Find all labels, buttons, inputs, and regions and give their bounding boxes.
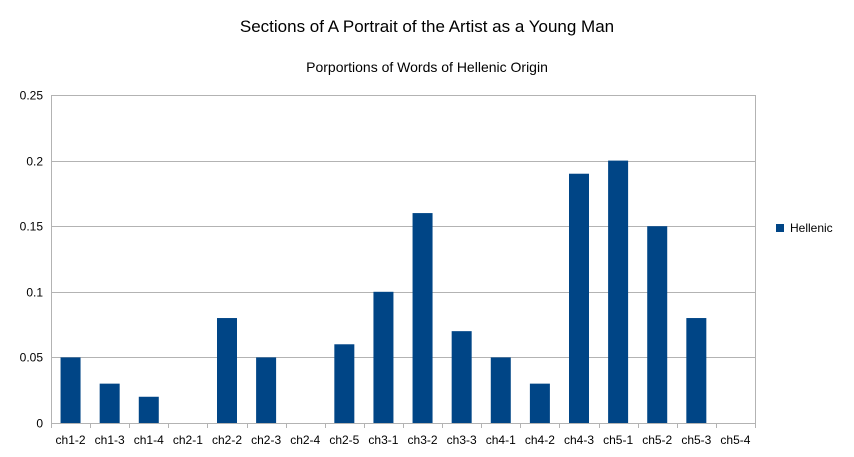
bar <box>608 160 629 423</box>
bar <box>529 383 550 423</box>
bar <box>60 357 81 423</box>
x-tick-label: ch2-5 <box>329 433 359 447</box>
chart-title: Sections of A Portrait of the Artist as … <box>239 17 615 36</box>
x-tick-label: ch2-2 <box>212 433 242 447</box>
bar <box>256 357 277 423</box>
legend-label: Hellenic <box>790 221 833 235</box>
bar <box>138 396 159 423</box>
x-tick-label: ch2-1 <box>173 433 203 447</box>
bar <box>217 318 237 423</box>
bar <box>686 318 707 423</box>
bar <box>647 226 668 423</box>
x-tick-label: ch5-2 <box>642 433 672 447</box>
y-tick-label: 0.2 <box>26 155 43 169</box>
x-tick-label: ch1-2 <box>56 433 86 447</box>
x-tick-label: ch5-4 <box>720 433 750 447</box>
chart-subtitle: Porportions of Words of Hellenic Origin <box>306 59 548 75</box>
bar <box>451 331 472 423</box>
x-tick-label: ch2-3 <box>251 433 281 447</box>
x-tick-label: ch4-3 <box>564 433 594 447</box>
bar <box>334 344 355 423</box>
x-tick-label: ch1-3 <box>95 433 125 447</box>
bar <box>490 357 511 423</box>
x-tick-label: ch5-1 <box>603 433 633 447</box>
legend: Hellenic <box>776 221 833 235</box>
x-tick-label: ch5-3 <box>681 433 711 447</box>
y-tick-label: 0.15 <box>20 220 44 234</box>
bar <box>373 291 394 423</box>
x-tick-label: ch3-3 <box>447 433 477 447</box>
bar <box>412 213 433 423</box>
x-tick-label: ch1-4 <box>134 433 164 447</box>
y-tick-label: 0 <box>36 417 43 431</box>
bar <box>569 173 589 423</box>
bar <box>99 383 120 423</box>
y-tick-label: 0.05 <box>20 351 44 365</box>
x-tick-label: ch3-2 <box>408 433 438 447</box>
x-tick-label: ch4-2 <box>525 433 555 447</box>
y-tick-label: 0.1 <box>26 286 43 300</box>
x-tick-label: ch2-4 <box>290 433 320 447</box>
legend-swatch <box>776 224 784 232</box>
x-tick-label: ch3-1 <box>368 433 398 447</box>
y-tick-label: 0.25 <box>20 89 44 103</box>
x-tick-label: ch4-1 <box>486 433 516 447</box>
